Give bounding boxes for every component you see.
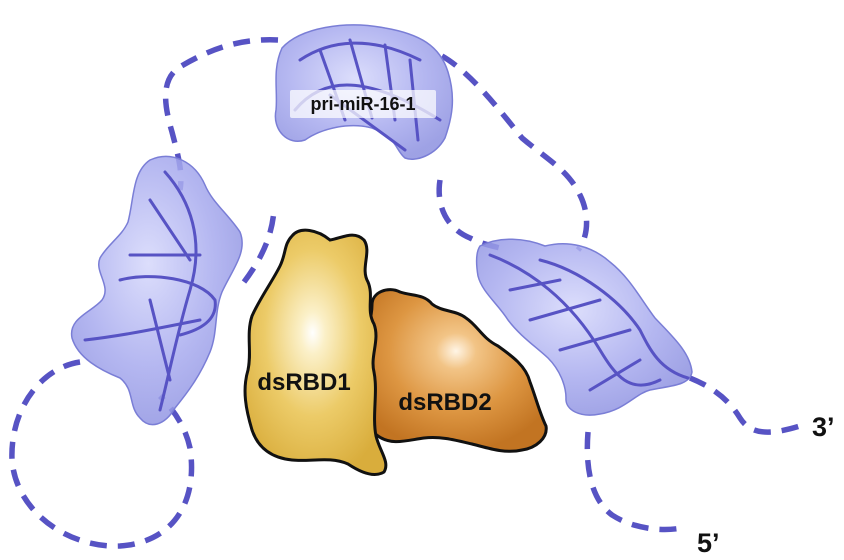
dsrbd2-label: dsRBD2 [398,389,491,416]
linker-5prime [584,431,683,533]
rna-label-box: pri-miR-16-1 [290,90,436,118]
linker-top-right [440,53,590,252]
linker-3prime [688,375,801,435]
rna-helix-left [70,155,243,426]
five-prime-label: 5’ [697,528,720,558]
linker-mid [436,179,501,251]
rna-label: pri-miR-16-1 [310,94,415,114]
dsrbd1-domain [243,228,388,476]
rna-helix-right [475,238,693,416]
dsrbd1-label: dsRBD1 [257,369,350,396]
linker-5prime-loop [9,359,195,549]
linker-left-inner [241,209,277,284]
three-prime-label: 3’ [812,412,835,442]
